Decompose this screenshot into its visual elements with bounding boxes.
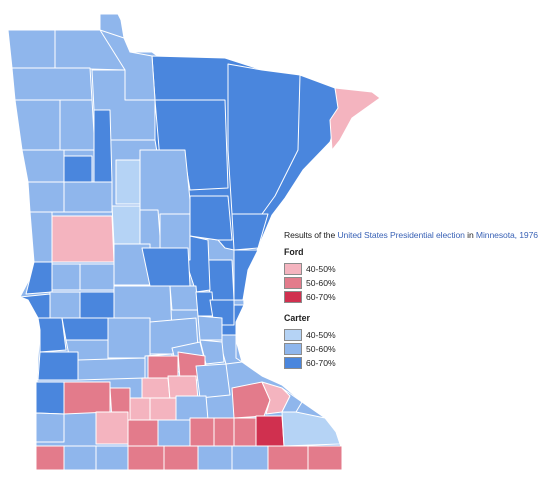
county-mower: [231, 445, 269, 471]
legend-label: 60-70%: [306, 357, 336, 368]
county-watonwan-ford-50-60: [127, 419, 159, 447]
county-martin-ford-50-60: [127, 445, 165, 471]
county-carlton: [231, 213, 269, 251]
county-yellow-medicine: [37, 351, 79, 381]
county-winona-ford-60-70: [255, 415, 285, 447]
county-kandiyohi: [107, 317, 151, 359]
county-pipestone: [35, 381, 65, 415]
county-fillmore-ford-50-60: [267, 445, 309, 471]
caption-link-minnesota[interactable]: Minnesota, 1976: [475, 230, 538, 240]
legend-item-carter-60-70: 60-70%: [284, 356, 536, 369]
county-clearwater: [93, 109, 113, 183]
county-swift: [61, 317, 109, 341]
county-big-stone: [19, 293, 51, 319]
swatch-carter-40-50: [284, 328, 302, 341]
county-red-lake: [59, 99, 96, 151]
county-wilkin: [25, 261, 53, 295]
county-rice: [175, 395, 209, 421]
legend-label: 60-70%: [306, 291, 336, 302]
county-nicollet-ford-40-50: [141, 377, 171, 401]
county-anoka: [197, 315, 223, 341]
county-marshall: [11, 67, 93, 101]
legend-item-carter-40-50: 40-50%: [284, 328, 536, 341]
county-kittson: [7, 29, 56, 69]
legend-title-ford: Ford: [284, 247, 304, 257]
county-pine: [233, 249, 259, 301]
county-rock-ford-50-60: [35, 445, 65, 471]
county-cottonwood-ford-40-50: [95, 411, 129, 445]
county-redwood-ford-50-60: [63, 381, 111, 415]
map-legend: Results of the United States Presidentia…: [281, 227, 538, 371]
county-renville: [77, 357, 146, 381]
county-mahnomen: [63, 155, 93, 183]
legend-item-ford-60-70: 60-70%: [284, 290, 536, 303]
county-traverse-lac-qui-parle: [37, 317, 67, 353]
county-polk: [21, 149, 65, 183]
county-sibley-ford-50-60: [147, 355, 179, 379]
caption-link-election[interactable]: United States Presidential election: [337, 230, 465, 240]
county-jackson: [95, 445, 129, 471]
county-aitkin: [189, 195, 233, 241]
county-wadena: [111, 205, 141, 245]
county-benton: [169, 285, 199, 311]
county-wabasha-north: [281, 387, 303, 413]
legend-caption: Results of the United States Presidentia…: [284, 230, 538, 240]
county-morrison: [141, 247, 191, 287]
county-stevens: [49, 291, 81, 319]
county-steele-ford-50-60: [189, 417, 215, 447]
county-houston-carter-40-50: [281, 411, 341, 447]
county-norman: [27, 181, 65, 213]
county-waseca: [157, 419, 191, 447]
county-olmsted-ford-50-60: [233, 417, 257, 447]
county-houston-ford-50-60: [307, 445, 343, 471]
county-otter-tail-ford-40-50: [51, 215, 115, 263]
county-pennington: [14, 99, 61, 151]
legend-title-carter: Carter: [284, 313, 310, 323]
swatch-ford-40-50: [284, 262, 302, 275]
legend-item-ford-50-60: 50-60%: [284, 276, 536, 289]
county-dakota: [195, 363, 231, 399]
legend-label: 50-60%: [306, 277, 336, 288]
caption-mid: in: [464, 230, 476, 240]
county-dodge-ford-50-60: [213, 417, 235, 447]
county-becker: [63, 181, 113, 213]
swatch-ford-60-70: [284, 290, 302, 303]
county-lyon: [35, 412, 65, 443]
county-grant: [51, 263, 81, 291]
swatch-carter-50-60: [284, 342, 302, 355]
legend-label: 50-60%: [306, 343, 336, 354]
county-freeborn: [197, 445, 233, 471]
county-nobles: [63, 445, 97, 471]
legend-item-carter-50-60: 50-60%: [284, 342, 536, 355]
county-cook-ford-40-50: [329, 87, 381, 151]
legend-item-ford-40-50: 40-50%: [284, 262, 536, 275]
legend-label: 40-50%: [306, 329, 336, 340]
county-st-louis: [227, 63, 301, 215]
legend-label: 40-50%: [306, 263, 336, 274]
county-goodhue-ford-50-60: [231, 381, 271, 419]
caption-prefix: Results of the: [284, 230, 338, 240]
swatch-ford-50-60: [284, 276, 302, 289]
county-faribault-ford-50-60: [163, 445, 199, 471]
county-douglas: [79, 263, 115, 291]
county-pope: [79, 291, 115, 319]
county-le-sueur-ford-40-50: [149, 397, 177, 421]
county-clay: [29, 211, 53, 263]
swatch-carter-60-70: [284, 356, 302, 369]
county-hubbard: [115, 159, 141, 205]
